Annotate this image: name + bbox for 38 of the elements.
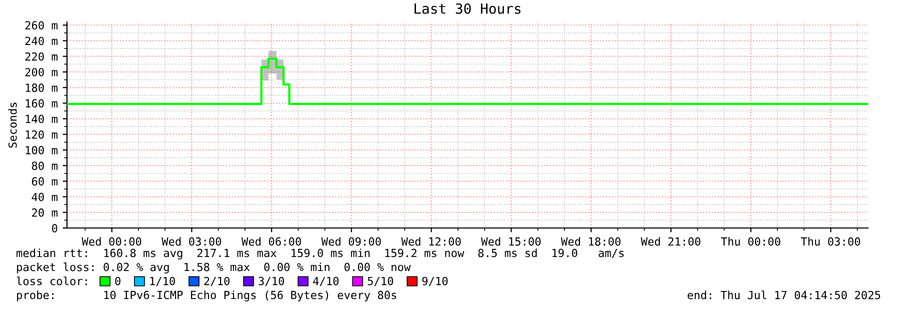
y-tick-label: 20 m	[32, 208, 58, 217]
legend-title: loss color:	[16, 276, 87, 286]
chart-title: Last 30 Hours	[414, 3, 520, 14]
y-axis-title: Seconds	[8, 102, 17, 148]
x-tick-label: Wed 03:00	[162, 237, 222, 246]
y-tick-label: 160 m	[26, 99, 58, 108]
y-tick-label: 120 m	[26, 130, 58, 139]
text: packet loss: 0.02 % avg 1.58 % max 0.00 % min 0.00 % now	[17, 262, 411, 274]
x-tick-label: Wed 09:00	[321, 237, 381, 246]
y-tick-label: 40 m	[32, 192, 58, 202]
y-tick-label: 240 m	[25, 36, 58, 46]
y-tick-label: 100 m	[26, 146, 58, 154]
x-tick-label: Thu 00:00	[721, 237, 780, 246]
y-tick-label: 260 m	[25, 21, 58, 30]
y-tick-label: 140 m	[26, 114, 58, 124]
y-tick-label: 180 m	[26, 84, 58, 92]
text: probe: 10 IPv6-ICMP Echo Pings (56 Bytes) every 80s	[17, 290, 396, 302]
legend-label: 4/10	[313, 276, 339, 286]
x-tick-label: Wed 00:00	[82, 237, 142, 246]
y-tick-label: 0	[52, 224, 58, 232]
legend-label: 5/10	[368, 276, 394, 286]
legend-label: 0	[115, 276, 120, 286]
legend-label: 1/10	[150, 276, 175, 286]
text: median rtt: 160.8 ms avg 217.1 ms max 159.0 ms min 159.2 ms now 8.5 ms sd 19.0 am/s	[16, 248, 624, 260]
x-tick-label: Wed 18:00	[560, 237, 620, 246]
y-tick-label: 200 m	[25, 68, 58, 76]
y-tick-label: 220 m	[25, 52, 58, 61]
x-tick-label: Wed 21:00	[640, 237, 700, 246]
legend-label: 9/10	[422, 276, 448, 286]
x-tick-label: Wed 15:00	[481, 237, 541, 246]
y-tick-label: 60 m	[32, 177, 58, 186]
legend-label: 2/10	[204, 276, 230, 286]
x-tick-label: Wed 12:00	[401, 237, 461, 246]
text: end: Thu Jul 17 04:14:50 2025	[688, 290, 880, 300]
legend-label: 3/10	[258, 276, 284, 286]
x-tick-label: Wed 06:00	[241, 237, 301, 246]
x-tick-label: Thu 03:00	[800, 237, 860, 246]
y-tick-label: 80 m	[32, 162, 58, 170]
